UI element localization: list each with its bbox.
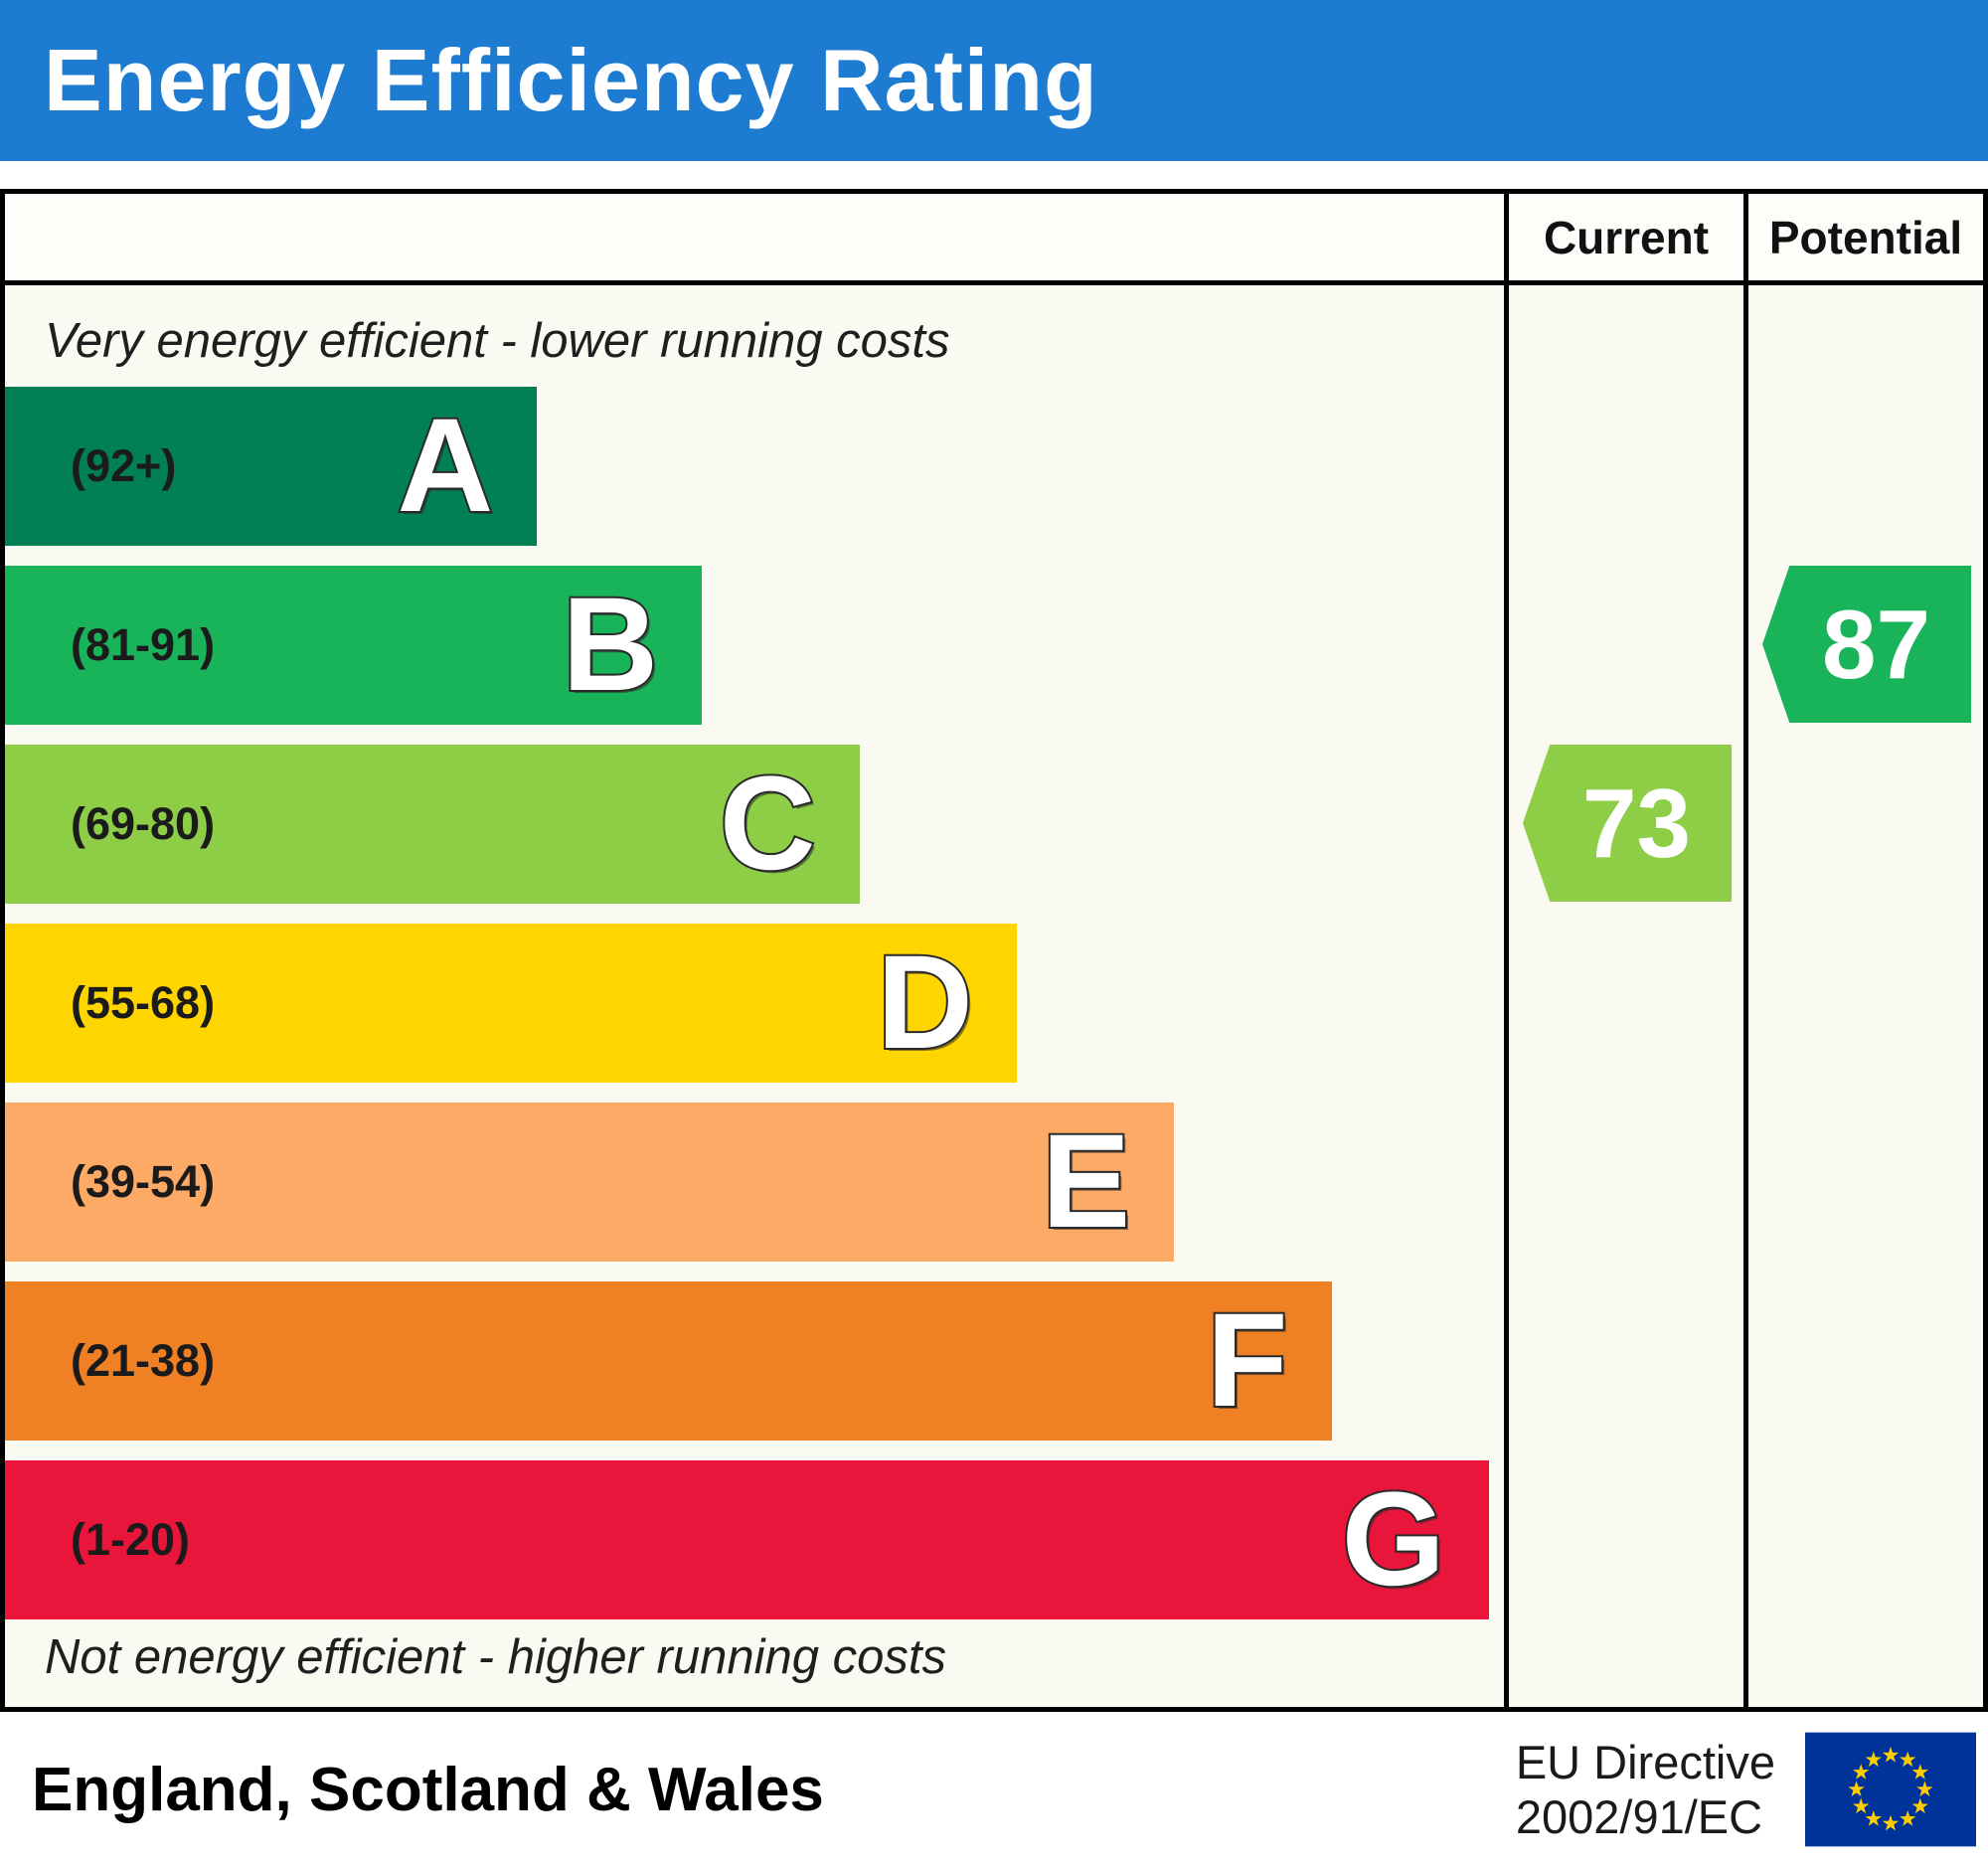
band-range-label: (69-80) bbox=[71, 798, 216, 849]
potential-rating-value: 87 bbox=[1821, 589, 1930, 699]
band-bar-b: (81-91) B bbox=[5, 566, 703, 725]
band-list: (92+) A (81-91) B (69-80) C bbox=[5, 387, 1504, 1639]
current-column-header: Current bbox=[1509, 194, 1743, 285]
band-row-a: (92+) A bbox=[5, 387, 1504, 546]
title-bar: Energy Efficiency Rating bbox=[0, 0, 1988, 161]
band-letter: C bbox=[718, 750, 818, 898]
bands-column-header bbox=[5, 194, 1504, 285]
footer-region-label: England, Scotland & Wales bbox=[32, 1755, 824, 1824]
band-range-label: (81-91) bbox=[71, 619, 216, 670]
band-row-g: (1-20) G bbox=[5, 1460, 1504, 1619]
band-row-b: (81-91) B bbox=[5, 566, 1504, 725]
band-letter: B bbox=[560, 571, 660, 719]
eu-directive-line2: 2002/91/EC bbox=[1515, 1790, 1763, 1843]
band-row-d: (55-68) D bbox=[5, 924, 1504, 1083]
band-bar-e: (39-54) E bbox=[5, 1103, 1175, 1262]
band-bar-f: (21-38) F bbox=[5, 1281, 1332, 1441]
band-range-label: (21-38) bbox=[71, 1335, 216, 1386]
page-title: Energy Efficiency Rating bbox=[44, 31, 1098, 129]
bottom-note: Not energy efficient - higher running co… bbox=[45, 1630, 946, 1684]
current-rating-marker: 73 bbox=[1523, 745, 1732, 902]
band-range-label: (55-68) bbox=[71, 977, 216, 1028]
current-column-body: 73 bbox=[1509, 285, 1743, 1707]
band-letter: G bbox=[1340, 1465, 1447, 1613]
current-rating-value: 73 bbox=[1581, 767, 1691, 878]
potential-column-header: Potential bbox=[1748, 194, 1983, 285]
band-range-label: (92+) bbox=[71, 440, 177, 491]
band-range-label: (1-20) bbox=[71, 1514, 191, 1565]
potential-column-body: 87 bbox=[1748, 285, 1983, 1707]
band-row-c: (69-80) C bbox=[5, 745, 1504, 904]
band-range-label: (39-54) bbox=[71, 1156, 216, 1207]
potential-column: Potential 87 bbox=[1743, 194, 1983, 1707]
bands-column: Very energy efficient - lower running co… bbox=[5, 194, 1504, 1707]
energy-rating-chart: Very energy efficient - lower running co… bbox=[0, 189, 1988, 1712]
band-letter: E bbox=[1040, 1107, 1132, 1256]
bands-column-body: Very energy efficient - lower running co… bbox=[5, 285, 1504, 1707]
band-bar-d: (55-68) D bbox=[5, 924, 1017, 1083]
band-row-e: (39-54) E bbox=[5, 1103, 1504, 1262]
band-letter: F bbox=[1205, 1286, 1290, 1435]
band-bar-g: (1-20) G bbox=[5, 1460, 1489, 1619]
eu-directive-line1: EU Directive bbox=[1515, 1735, 1775, 1788]
top-note: Very energy efficient - lower running co… bbox=[45, 314, 950, 368]
band-bar-c: (69-80) C bbox=[5, 745, 860, 904]
eu-directive-label: EU Directive 2002/91/EC bbox=[1516, 1735, 1775, 1845]
potential-rating-marker: 87 bbox=[1762, 566, 1971, 723]
footer: England, Scotland & Wales EU Directive 2… bbox=[0, 1712, 1988, 1867]
band-letter: D bbox=[875, 929, 975, 1077]
band-letter: A bbox=[396, 392, 496, 540]
eu-flag-icon bbox=[1805, 1732, 1976, 1847]
current-column: Current 73 bbox=[1504, 194, 1743, 1707]
band-bar-a: (92+) A bbox=[5, 387, 538, 546]
band-row-f: (21-38) F bbox=[5, 1281, 1504, 1441]
